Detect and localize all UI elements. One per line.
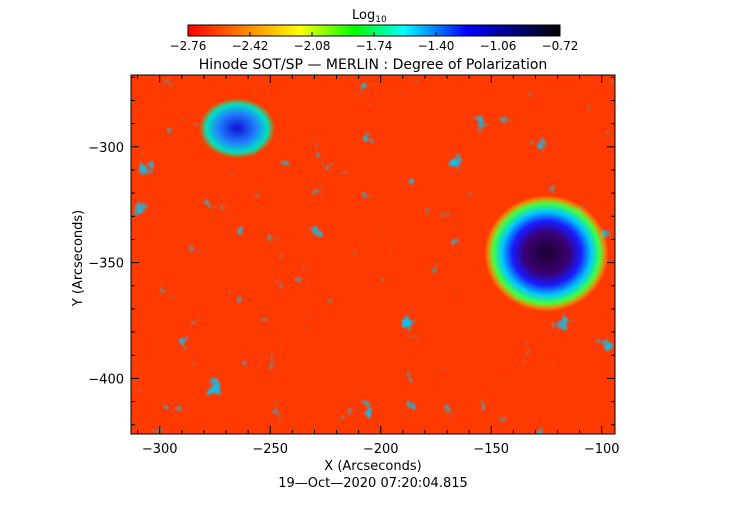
colorbar-tick-label: −1.06 — [480, 39, 517, 53]
x-tick-label: −250 — [252, 442, 288, 457]
chart-title: Hinode SOT/SP — MERLIN : Degree of Polar… — [199, 57, 548, 73]
y-tick-label: −400 — [88, 372, 124, 387]
x-axis-label: X (Arcseconds) — [324, 459, 421, 474]
plage-region — [199, 98, 276, 159]
y-tick-label: −300 — [88, 141, 124, 156]
y-axis-label: Y (Arcseconds) — [71, 210, 86, 307]
x-tick-label: −100 — [584, 442, 620, 457]
colorbar-ticks: −2.76 −2.42 −2.08 −1.74 −1.40 −1.06 −0.72 — [170, 32, 579, 53]
colorbar-tick-label: −2.42 — [232, 39, 269, 53]
sunspot — [484, 195, 609, 312]
heatmap-image — [131, 75, 615, 434]
y-axis: −300 −350 −400 — [88, 76, 615, 426]
colorbar-tick-label: −2.76 — [170, 39, 207, 53]
x-tick-label: −200 — [363, 442, 399, 457]
colorbar-tick-label: −1.40 — [418, 39, 455, 53]
x-axis: −300 −250 −200 −150 −100 — [137, 75, 620, 457]
y-tick-label: −350 — [88, 257, 124, 272]
x-tick-label: −300 — [142, 442, 178, 457]
colorbar-tick-label: −2.08 — [294, 39, 331, 53]
colorbar-tick-label: −0.72 — [542, 39, 579, 53]
x-tick-label: −150 — [473, 442, 509, 457]
colorbar-tick-label: −1.74 — [356, 39, 393, 53]
colorbar-label: Log10 — [352, 8, 387, 25]
timestamp: 19—Oct—2020 07:20:04.815 — [278, 476, 468, 491]
plot-frame — [130, 74, 616, 435]
colorbar: Log10 −2.76 −2.42 −2.08 −1.74 −1.40 −1.06 −0.7… — [170, 8, 579, 53]
